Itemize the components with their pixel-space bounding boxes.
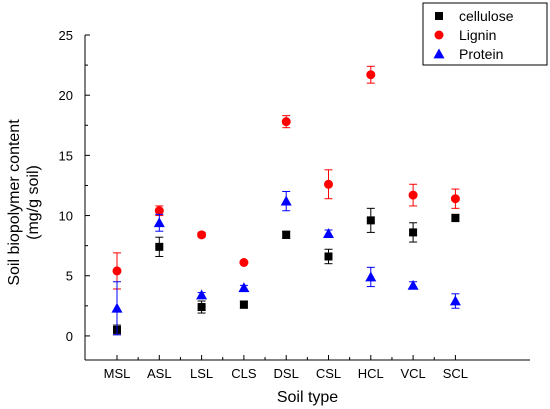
data-point — [239, 300, 248, 309]
data-point — [238, 282, 250, 293]
y-tick-label: 15 — [59, 148, 73, 163]
data-point — [282, 230, 291, 239]
plot-frame — [84, 35, 530, 361]
data-point — [280, 195, 292, 206]
legend-box — [422, 2, 548, 66]
legend-label: Protein — [459, 46, 503, 62]
data-point — [409, 228, 418, 237]
x-tick-label: MSL — [104, 366, 131, 381]
y-axis-title-line-1: Soil biopolymer content — [6, 119, 23, 286]
legend-marker — [434, 30, 444, 40]
data-point — [197, 303, 206, 312]
data-point — [449, 295, 461, 306]
data-point — [153, 217, 165, 228]
data-point — [407, 279, 419, 290]
series-protein — [111, 190, 461, 336]
data-point — [366, 70, 376, 80]
legend-marker — [435, 12, 443, 20]
data-point — [450, 194, 460, 204]
y-tick-label: 20 — [59, 88, 73, 103]
data-point — [197, 230, 207, 240]
y-tick-label: 0 — [66, 329, 73, 344]
data-point — [196, 289, 208, 300]
x-tick-label: CLS — [231, 366, 257, 381]
legend: cellulose Lignin Protein — [422, 2, 548, 66]
x-tick-label: SCL — [443, 366, 468, 381]
data-point — [239, 258, 249, 267]
data-point — [408, 190, 418, 200]
data-point — [111, 302, 123, 313]
y-tick-label: 25 — [59, 28, 73, 43]
data-point — [324, 252, 333, 261]
series-layer — [111, 65, 461, 336]
x-tick-label: LSL — [190, 366, 213, 381]
y-axis-title-line-2: (mg/g soil) — [25, 165, 42, 240]
data-point — [155, 242, 164, 251]
x-tick-label: DSL — [274, 366, 299, 381]
x-tick-label: CSL — [316, 366, 341, 381]
y-tick-label: 10 — [59, 209, 73, 224]
x-tick-label: HCL — [358, 366, 384, 381]
data-point — [154, 206, 164, 216]
legend-marker — [433, 48, 445, 59]
legend-label: Lignin — [459, 27, 496, 43]
x-axis-title: Soil type — [277, 389, 338, 406]
x-tick-label: ASL — [147, 366, 172, 381]
data-point — [365, 271, 377, 282]
legend-label: cellulose — [459, 8, 514, 24]
data-point — [112, 266, 122, 276]
data-point — [324, 179, 333, 189]
data-point — [281, 117, 291, 127]
series-cellulose — [113, 207, 460, 336]
x-axis: MSL ASL LSL CLS DSL CSL HCL VCL SCL — [104, 355, 468, 381]
data-point — [451, 213, 460, 222]
y-axis: 0 5 10 15 20 25 — [59, 28, 90, 344]
data-point — [323, 228, 334, 239]
series-lignin — [112, 65, 460, 290]
x-tick-label: VCL — [400, 366, 425, 381]
data-point — [366, 216, 375, 225]
y-tick-label: 5 — [66, 269, 73, 284]
